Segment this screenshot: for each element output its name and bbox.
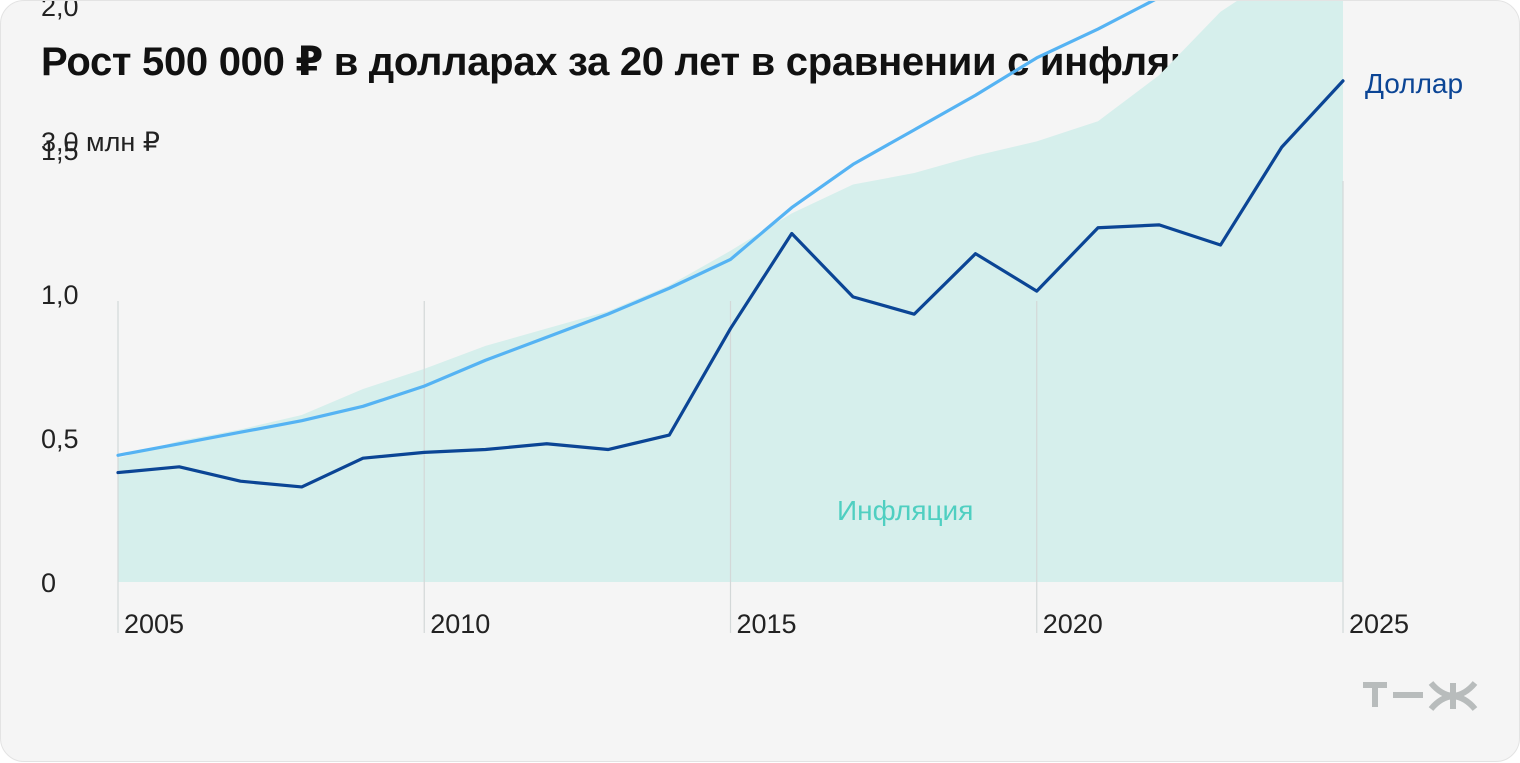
deposit-line — [116, 1, 1156, 457]
y-tick-label: 0,5 — [41, 424, 79, 454]
x-tick-label: 2015 — [737, 609, 797, 639]
y-tick-label: 2,0 — [41, 1, 79, 22]
tzh-logo-icon — [1363, 681, 1478, 711]
dollar-series-label: Доллар — [1365, 68, 1463, 99]
dollar-line — [116, 79, 1345, 489]
y-tick-label: 1,0 — [41, 280, 79, 310]
x-tick-label: 2005 — [124, 609, 184, 639]
y-axis-top-label: 3,0 млн ₽ — [41, 127, 160, 157]
x-tick-label: 2025 — [1349, 609, 1409, 639]
inflation-series-label: Инфляция — [837, 495, 973, 526]
x-tick-label: 2010 — [430, 609, 490, 639]
x-tick-label: 2020 — [1043, 609, 1103, 639]
y-tick-label: 0 — [41, 568, 56, 598]
y-tick-label: 1,5 — [41, 136, 79, 166]
